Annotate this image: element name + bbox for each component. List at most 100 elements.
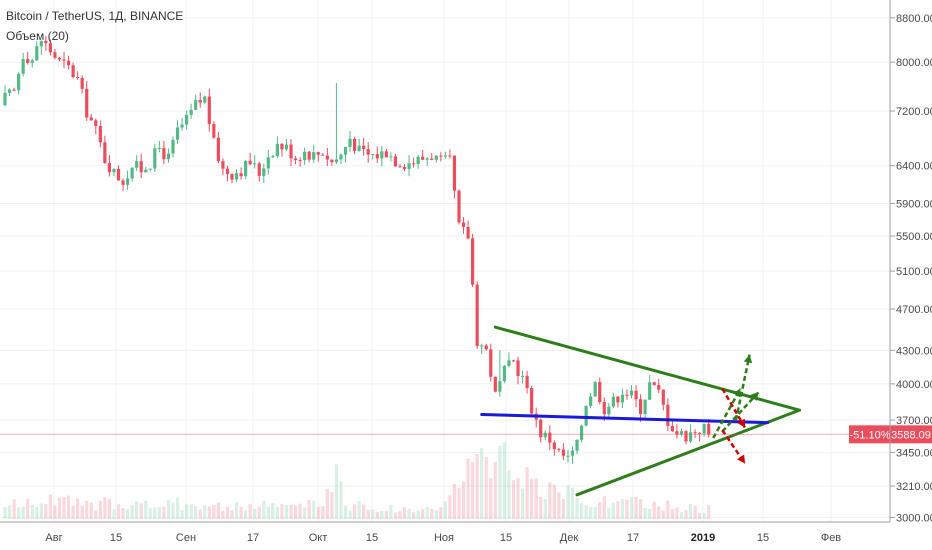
volume-bar bbox=[21, 506, 25, 519]
x-tick-label: Авг bbox=[45, 532, 62, 544]
volume-bar bbox=[39, 503, 43, 519]
candle-body bbox=[7, 89, 12, 93]
volume-bar bbox=[484, 457, 488, 519]
candle-body bbox=[552, 442, 556, 450]
x-tick-label: Дек bbox=[560, 532, 579, 544]
candle-body bbox=[198, 99, 202, 103]
candle-body bbox=[393, 156, 398, 167]
volume-bar bbox=[139, 503, 143, 519]
volume-bar bbox=[443, 501, 447, 519]
volume-bar bbox=[602, 495, 606, 519]
candle-body bbox=[480, 345, 484, 347]
y-tick-label: 5500.00 bbox=[896, 231, 932, 243]
volume-indicator-label: Объем (20) bbox=[6, 29, 69, 43]
candle-body bbox=[144, 169, 148, 173]
candle-body bbox=[539, 419, 543, 438]
volume-bar bbox=[657, 506, 661, 519]
volume-bar bbox=[212, 505, 216, 519]
candle-body bbox=[366, 149, 370, 155]
candle-body bbox=[471, 238, 475, 285]
candle-body bbox=[321, 154, 325, 156]
volume-bar bbox=[89, 502, 93, 519]
change-label: -51.10% bbox=[850, 429, 891, 441]
volume-bar bbox=[94, 510, 98, 519]
candle-body bbox=[103, 142, 107, 163]
volume-bar bbox=[475, 454, 479, 519]
volume-bar bbox=[634, 497, 638, 519]
candle-body bbox=[525, 375, 529, 389]
volume-bar bbox=[498, 445, 502, 519]
volume-bar bbox=[702, 512, 706, 519]
volume-bar bbox=[434, 510, 438, 519]
candle-body bbox=[139, 161, 143, 173]
change-badge bbox=[849, 425, 891, 444]
candle-body bbox=[253, 163, 257, 165]
volume-bar bbox=[412, 512, 416, 519]
candle-body bbox=[298, 160, 302, 162]
candle-body bbox=[434, 155, 438, 160]
candle-body bbox=[652, 382, 656, 386]
candle-body bbox=[121, 180, 125, 185]
candle-body bbox=[484, 345, 488, 350]
candle-body bbox=[371, 154, 375, 156]
candle-body bbox=[643, 399, 647, 415]
candle-body bbox=[284, 144, 289, 150]
volume-bar bbox=[466, 458, 470, 519]
candle-body bbox=[352, 138, 357, 151]
candle-body bbox=[489, 349, 493, 377]
volume-bar bbox=[76, 498, 80, 519]
volume-bar bbox=[248, 504, 252, 519]
volume-bar bbox=[525, 467, 529, 519]
candle-body bbox=[439, 155, 443, 157]
volume-bar bbox=[598, 502, 602, 519]
volume-bar bbox=[384, 511, 388, 519]
candle-body bbox=[66, 60, 71, 66]
volume-bar bbox=[675, 507, 679, 519]
candle-body bbox=[71, 65, 75, 78]
volume-bar bbox=[670, 509, 674, 519]
y-tick-label: 6400.00 bbox=[896, 161, 932, 173]
y-tick-label: 3210.00 bbox=[896, 481, 932, 493]
volume-bar bbox=[166, 500, 171, 519]
candle-body bbox=[262, 168, 266, 176]
candle-body bbox=[17, 73, 21, 91]
volume-bar bbox=[266, 506, 270, 519]
candle-body bbox=[443, 155, 447, 157]
x-tick-label: 15 bbox=[500, 532, 512, 544]
volume-bar bbox=[289, 504, 293, 519]
volume-bar bbox=[452, 483, 457, 519]
candle-body bbox=[35, 46, 39, 61]
candle-body bbox=[166, 153, 171, 160]
grid bbox=[0, 0, 890, 522]
volume-bar bbox=[307, 500, 311, 519]
candle-body bbox=[343, 146, 348, 155]
x-tick-label: Окт bbox=[309, 532, 328, 544]
x-tick-label: 15 bbox=[757, 532, 769, 544]
x-tick-label: 17 bbox=[627, 532, 639, 544]
volume-bar bbox=[684, 510, 688, 519]
candle-body bbox=[275, 143, 279, 157]
candle-body bbox=[26, 59, 30, 63]
volume-bar bbox=[666, 500, 670, 519]
volume-bar bbox=[180, 509, 184, 519]
volume-bar bbox=[421, 509, 425, 519]
volume-bar bbox=[284, 504, 289, 519]
volume-bar bbox=[693, 505, 697, 519]
volume-bar bbox=[98, 500, 102, 519]
candle-body bbox=[648, 382, 652, 400]
candle-body bbox=[175, 127, 180, 140]
volume-bar bbox=[130, 505, 134, 519]
volume-bar bbox=[85, 500, 89, 519]
support-line bbox=[480, 412, 770, 425]
candle-body bbox=[230, 174, 234, 180]
candle-body bbox=[330, 159, 334, 163]
candle-body bbox=[602, 402, 606, 415]
candle-body bbox=[225, 168, 230, 175]
volume-bar bbox=[148, 508, 152, 519]
volume-bar bbox=[393, 512, 398, 519]
volume-bar bbox=[402, 507, 407, 519]
candle-body bbox=[234, 173, 239, 180]
volume-bar bbox=[112, 509, 116, 519]
candle-body bbox=[148, 168, 152, 170]
candle-body bbox=[94, 120, 98, 126]
